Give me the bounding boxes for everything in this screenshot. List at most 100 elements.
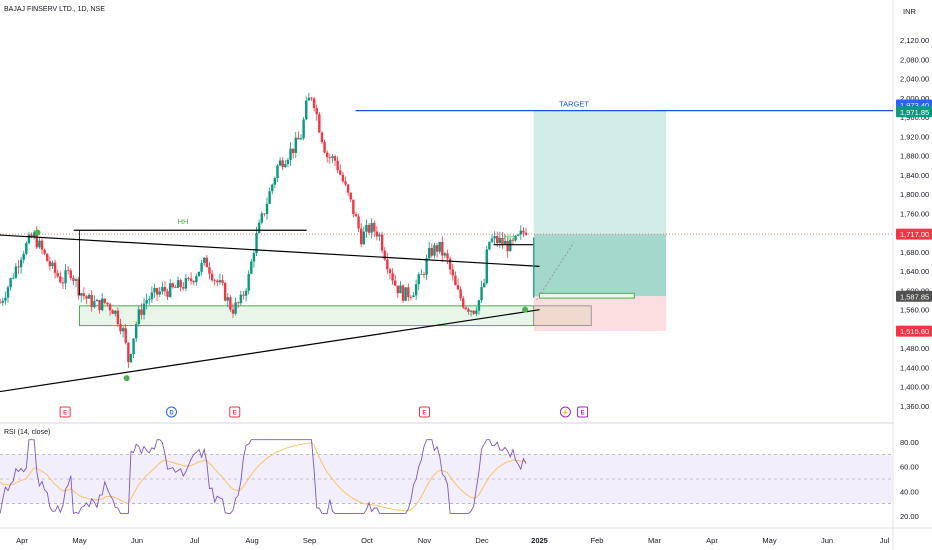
month-label: Mar <box>648 536 661 545</box>
candle-body <box>354 214 358 217</box>
candle-body <box>435 245 439 252</box>
candle-body <box>229 297 232 310</box>
candle-body <box>4 297 7 301</box>
candle-body <box>370 222 373 233</box>
candle-body <box>506 240 509 252</box>
last-price-tag: 1,717.00 <box>900 230 929 239</box>
month-label: Apr <box>16 536 28 545</box>
price-tick-label: 2,080.00 <box>900 55 929 64</box>
target-zone-upper <box>533 110 666 235</box>
candle-body <box>252 253 256 262</box>
rsi-tick-label: 60.00 <box>900 463 919 472</box>
candle-body <box>396 285 400 294</box>
candle-body <box>108 304 112 311</box>
candle-body <box>40 240 44 250</box>
candle-body <box>95 300 99 302</box>
candle-body <box>485 249 488 284</box>
stop-price-tag-bg <box>896 325 932 337</box>
candle-body <box>291 148 295 153</box>
candle-body <box>454 275 457 286</box>
candle-body <box>80 293 83 296</box>
candle-body <box>19 259 23 268</box>
candle-body <box>100 298 104 311</box>
pivot-marker <box>522 306 529 313</box>
rsi-tick-label: 40.00 <box>900 487 919 496</box>
price-tick-label: 1,760.00 <box>900 209 929 218</box>
candle-body <box>0 302 2 304</box>
candle-body <box>276 165 279 179</box>
month-label: Feb <box>591 536 604 545</box>
price-tick-label: 1,880.00 <box>900 152 929 161</box>
target-green-tag-bg <box>896 106 932 118</box>
candle-body <box>176 280 180 288</box>
candle-body <box>116 310 120 325</box>
candle-body <box>103 298 106 303</box>
candle-body <box>336 160 339 171</box>
candle-body <box>394 280 397 286</box>
candle-body <box>498 237 502 243</box>
candle-body <box>150 292 154 300</box>
event-label: E <box>422 410 426 416</box>
candle-body <box>328 157 331 158</box>
candle-body <box>514 235 517 241</box>
candle-body <box>35 232 38 248</box>
candle-body <box>446 253 449 259</box>
drawings-layer: TARGET HH HH <box>0 100 893 393</box>
stop-price-tag: 1,515.60 <box>900 327 929 336</box>
price-tick-label: 1,960.00 <box>900 113 929 122</box>
candle-body <box>257 222 261 234</box>
month-label: Nov <box>418 536 432 545</box>
candle-body <box>284 164 287 168</box>
candle-body <box>271 184 274 192</box>
candle-body <box>375 231 379 237</box>
rsi-pane: 80.00 60.00 40.00 20.00 <box>0 438 919 521</box>
candle-body <box>17 266 20 268</box>
candle-body <box>129 353 133 363</box>
candle-body <box>475 310 478 314</box>
candle-body <box>237 302 240 304</box>
rsi-line <box>0 439 527 515</box>
candle-body <box>383 250 386 260</box>
candle-body <box>438 241 441 252</box>
event-label: ⚡ <box>562 408 569 416</box>
currency-label: INR <box>903 7 917 16</box>
candle-body <box>255 233 258 254</box>
candle-body <box>467 309 470 312</box>
symbol-title: BAJAJ FINSERV LTD., 1D, NSE <box>4 6 105 13</box>
candle-body <box>443 253 447 256</box>
candle-body <box>260 213 263 223</box>
candle-body <box>409 297 413 298</box>
candle-body <box>341 174 345 182</box>
candle-body <box>169 283 172 297</box>
candle-body <box>451 269 454 276</box>
candle-body <box>331 156 334 158</box>
candle-body <box>307 97 311 101</box>
candle-body <box>367 224 371 233</box>
candle-body <box>205 257 209 268</box>
candles-layer <box>0 92 528 369</box>
events-row[interactable]: E D E E ⚡ E <box>59 406 589 418</box>
candle-body <box>456 285 460 290</box>
candle-body <box>430 248 434 256</box>
candle-body <box>302 119 305 139</box>
candle-body <box>325 152 329 158</box>
candle-body <box>27 234 31 244</box>
price-tick-label: 1,840.00 <box>900 171 929 180</box>
candle-body <box>121 328 125 332</box>
candle-body <box>401 285 405 301</box>
candle-body <box>90 294 93 308</box>
month-label: Jul <box>190 536 200 545</box>
time-axis[interactable]: Apr May Jun Jul Aug Sep Oct Nov Dec 2025 Feb Mar Apr… <box>16 536 889 545</box>
candle-body <box>195 276 198 283</box>
candle-body <box>203 257 206 263</box>
candle-body <box>433 245 436 256</box>
candle-body <box>140 309 143 315</box>
price-axis[interactable]: 2,120.00 2,080.00 2,040.00 2,000.00 1,960.00… <box>900 36 929 411</box>
event-label: E <box>63 410 67 416</box>
entry-price-tag-bg <box>896 290 932 302</box>
candle-body <box>323 141 326 153</box>
entry-price-tag: 1,587.85 <box>900 292 929 301</box>
candle-body <box>226 297 229 301</box>
candle-body <box>46 253 49 262</box>
